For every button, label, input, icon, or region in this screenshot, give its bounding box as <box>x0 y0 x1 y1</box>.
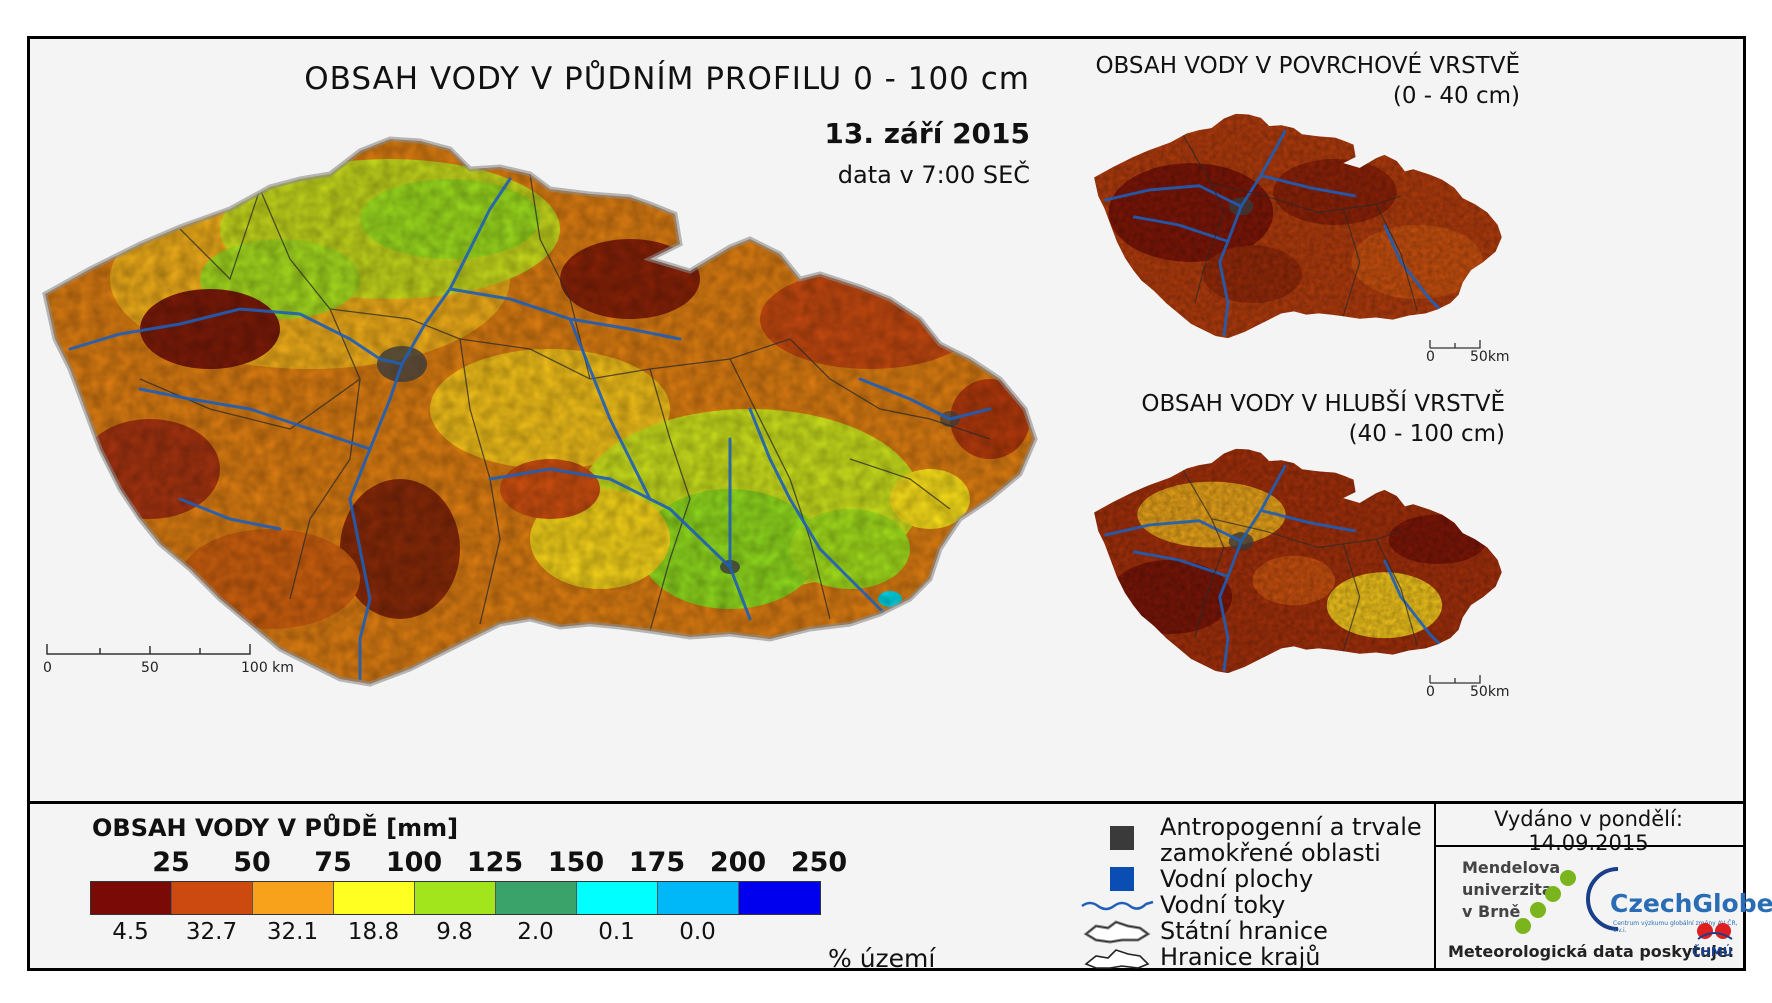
mendel-university-logo: Mendelova univerzita v Brně <box>1462 858 1561 921</box>
legend-break: 100 <box>385 847 443 878</box>
legend-percentage: 0.0 <box>679 919 716 945</box>
legend-color-swatch <box>172 882 253 914</box>
footer-horizontal-separator <box>1434 845 1743 847</box>
czechglobe-arc-icon <box>1586 867 1619 931</box>
legend-break: 150 <box>547 847 605 878</box>
main-scale-label-100: 100 km <box>241 660 294 676</box>
map-area: OBSAH VODY V PŮDNÍM PROFILU 0 - 100 cm 1… <box>30 39 1743 799</box>
svg-text:50km: 50km <box>1470 684 1510 699</box>
water-body-swatch-icon <box>1110 867 1134 891</box>
inset-bottom-scale-bar: 0 50km <box>1426 675 1510 699</box>
anthropogenic-swatch-icon <box>1110 826 1134 850</box>
legend-break: 50 <box>233 847 271 878</box>
legend-color-swatch <box>739 882 820 914</box>
legend-break: 200 <box>709 847 767 878</box>
legend-class-breaks: 25 50 75 100 125 150 175 200 250 <box>90 847 850 887</box>
chmu-logo-icon <box>1697 923 1733 940</box>
main-map-title: OBSAH VODY V PŮDNÍM PROFILU 0 - 100 cm <box>304 61 1030 97</box>
legend-color-swatch <box>577 882 658 914</box>
czechglobe-subtitle: Centrum výzkumu globální změny AV ČR, v.… <box>1613 920 1738 934</box>
legend-region-border: Hranice krajů <box>1060 944 1420 970</box>
main-scale-bar: 0 50 100 km <box>43 644 294 676</box>
legend-water-bodies: Vodní plochy <box>1060 866 1420 892</box>
legend-color-swatch <box>415 882 496 914</box>
svg-text:0: 0 <box>1426 349 1435 364</box>
czechglobe-logo: CzechGlobe <box>1610 889 1772 918</box>
mendel-dots-icon <box>1515 870 1576 934</box>
inset-bottom-map <box>1094 448 1502 674</box>
legend-percentage: 32.7 <box>185 919 238 945</box>
main-scale-label-50: 50 <box>141 660 159 676</box>
legend-anthropogenic-line2: zamokřené oblasti <box>1160 839 1381 867</box>
state-border-icon <box>1083 920 1151 944</box>
region-border-icon <box>1084 949 1150 969</box>
legend-break: 175 <box>628 847 686 878</box>
legend-color-swatch <box>91 882 172 914</box>
legend-break: 75 <box>314 847 352 878</box>
inset-top-title-line1: OBSAH VODY V POVRCHOVÉ VRSTVĚ <box>1095 53 1520 79</box>
issued-date: Vydáno v pondělí: 14.09.2015 <box>1494 807 1683 855</box>
legend-percent-unit: % území <box>828 944 936 973</box>
main-map-date: 13. září 2015 <box>824 117 1030 150</box>
svg-text:50km: 50km <box>1470 349 1510 364</box>
river-line-icon <box>1081 900 1154 911</box>
legend-percentage: 32.1 <box>266 919 319 945</box>
inset-top-map <box>1094 113 1502 339</box>
legend-color-ramp <box>90 881 821 915</box>
inset-top-title-line2: (0 - 40 cm) <box>1392 83 1520 109</box>
legend-percentage: 18.8 <box>347 919 400 945</box>
legend-rivers: Vodní toky <box>1060 892 1420 918</box>
svg-text:0: 0 <box>1426 684 1435 699</box>
main-map-subtitle: data v 7:00 SEČ <box>837 161 1030 189</box>
legend-break: 250 <box>790 847 848 878</box>
map-frame: OBSAH VODY V PŮDNÍM PROFILU 0 - 100 cm 1… <box>27 36 1772 973</box>
inset-bottom-title: OBSAH VODY V HLUBŠÍ VRSTVĚ (40 - 100 cm) <box>1080 389 1505 449</box>
legend-title: OBSAH VODY V PŮDĚ [mm] <box>92 814 459 842</box>
inset-bottom-title-line2: (40 - 100 cm) <box>1348 421 1505 447</box>
inset-bottom-title-line1: OBSAH VODY V HLUBŠÍ VRSTVĚ <box>1141 391 1505 417</box>
chmu-label: ČHMÚ <box>1692 945 1733 959</box>
legend-percentage: 2.0 <box>517 919 554 945</box>
main-scale-label-0: 0 <box>43 660 52 676</box>
footer-vertical-separator <box>1434 801 1436 968</box>
inset-top-scale-bar: 0 50km <box>1426 340 1510 364</box>
legend-water-bodies-label: Vodní plochy <box>1160 865 1314 893</box>
main-soil-water-map <box>42 136 1038 687</box>
legend-anthropogenic-line1: Antropogenní a trvale <box>1160 813 1422 841</box>
legend-break: 25 <box>152 847 190 878</box>
legend-separator <box>30 801 1743 804</box>
legend-color-swatch <box>334 882 415 914</box>
legend-region-border-label: Hranice krajů <box>1160 943 1321 971</box>
legend-color-swatch <box>496 882 577 914</box>
legend-color-swatch <box>253 882 334 914</box>
legend-state-border: Státní hranice <box>1060 918 1420 944</box>
legend-color-swatch <box>658 882 739 914</box>
legend-percentage: 0.1 <box>598 919 635 945</box>
inset-top-title: OBSAH VODY V POVRCHOVÉ VRSTVĚ (0 - 40 cm… <box>1090 51 1520 111</box>
legend-percentage: 9.8 <box>436 919 473 945</box>
legend-anthropogenic: Antropogenní a trvale zamokřené oblasti <box>1060 813 1422 867</box>
legend-rivers-label: Vodní toky <box>1160 891 1286 919</box>
data-provider-label: Meteorologická data poskytuje: <box>1448 942 1735 961</box>
legend-state-border-label: Státní hranice <box>1160 917 1328 945</box>
legend-percentage: 4.5 <box>112 919 149 945</box>
legend-break: 125 <box>466 847 524 878</box>
